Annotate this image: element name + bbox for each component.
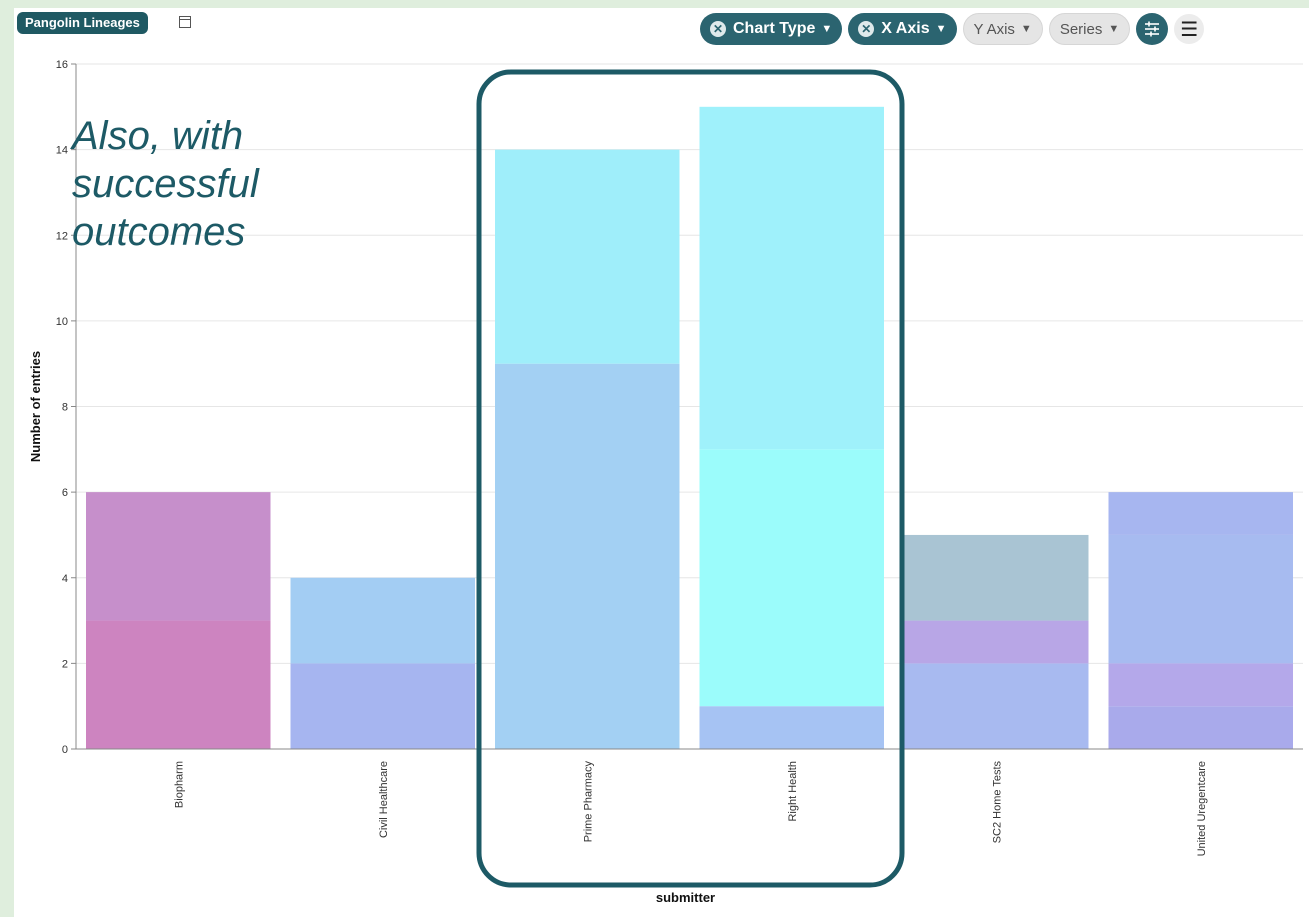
chevron-down-icon: ▼ xyxy=(1020,23,1032,35)
chart-type-label: Chart Type xyxy=(733,20,816,37)
y-axis-label: Y Axis xyxy=(973,20,1015,38)
y-axis-title: Number of entries xyxy=(28,351,43,462)
y-axis-dropdown[interactable]: Y Axis ▼ xyxy=(962,13,1043,45)
chevron-down-icon: ▼ xyxy=(821,23,833,35)
bar-segment xyxy=(290,577,475,664)
bar-segment xyxy=(699,106,884,450)
window-icon[interactable] xyxy=(179,16,191,28)
y-tick-label: 16 xyxy=(56,59,68,71)
series-dropdown[interactable]: Series ▼ xyxy=(1048,13,1131,45)
chart-annotation: Also, with successful outcomes xyxy=(72,114,259,254)
bar-segment xyxy=(86,620,271,749)
x-tick-label: United Uregentcare xyxy=(1196,761,1208,856)
y-tick-label: 0 xyxy=(62,744,68,756)
sliders-icon xyxy=(1145,21,1160,37)
settings-button[interactable] xyxy=(1136,13,1169,45)
y-tick-label: 14 xyxy=(56,145,68,157)
bar-segment xyxy=(904,534,1089,621)
y-tick-label: 12 xyxy=(56,230,68,242)
x-tick-label: Civil Healthcare xyxy=(378,761,390,838)
remove-x-axis-icon[interactable]: ✕ xyxy=(858,21,875,37)
chart-type-dropdown[interactable]: ✕ Chart Type ▼ xyxy=(700,13,843,45)
x-axis-title: submitter xyxy=(656,890,715,905)
x-tick-label: Prime Pharmacy xyxy=(582,761,594,843)
chart-title-badge[interactable]: Pangolin Lineages xyxy=(17,12,148,34)
x-tick-label: Biopharm xyxy=(173,761,185,808)
y-tick-label: 8 xyxy=(62,402,68,414)
remove-chart-type-icon[interactable]: ✕ xyxy=(710,21,726,37)
bar-segment xyxy=(699,706,884,749)
bar-segment xyxy=(290,663,475,749)
bar-segment xyxy=(495,149,680,364)
bar-segment xyxy=(1108,534,1293,664)
x-axis-dropdown[interactable]: ✕ X Axis ▼ xyxy=(848,13,957,45)
menu-button[interactable]: ☰ xyxy=(1174,14,1205,44)
bar-segment xyxy=(495,363,680,749)
hamburger-icon: ☰ xyxy=(1180,18,1199,41)
series-label: Series xyxy=(1059,20,1103,38)
chart-toolbar: ✕ Chart Type ▼ ✕ X Axis ▼ Y Axis ▼ Serie… xyxy=(700,12,1205,46)
chevron-down-icon: ▼ xyxy=(935,23,947,35)
y-tick-label: 4 xyxy=(62,573,68,585)
bar-segment xyxy=(1108,663,1293,707)
x-tick-label: SC2 Home Tests xyxy=(991,761,1003,844)
y-tick-label: 10 xyxy=(56,316,68,328)
highlight-box xyxy=(476,69,905,888)
y-tick-label: 2 xyxy=(62,658,68,670)
chevron-down-icon: ▼ xyxy=(1108,23,1120,35)
bar-segment xyxy=(1108,706,1293,749)
bar-segment xyxy=(1108,492,1293,535)
x-axis-label: X Axis xyxy=(881,20,930,37)
bar-segment xyxy=(86,492,271,621)
bar-segment xyxy=(699,449,884,707)
bar-segment xyxy=(904,620,1089,664)
y-tick-label: 6 xyxy=(62,487,68,499)
x-tick-label: Right Health xyxy=(787,761,799,822)
bar-segment xyxy=(904,663,1089,749)
